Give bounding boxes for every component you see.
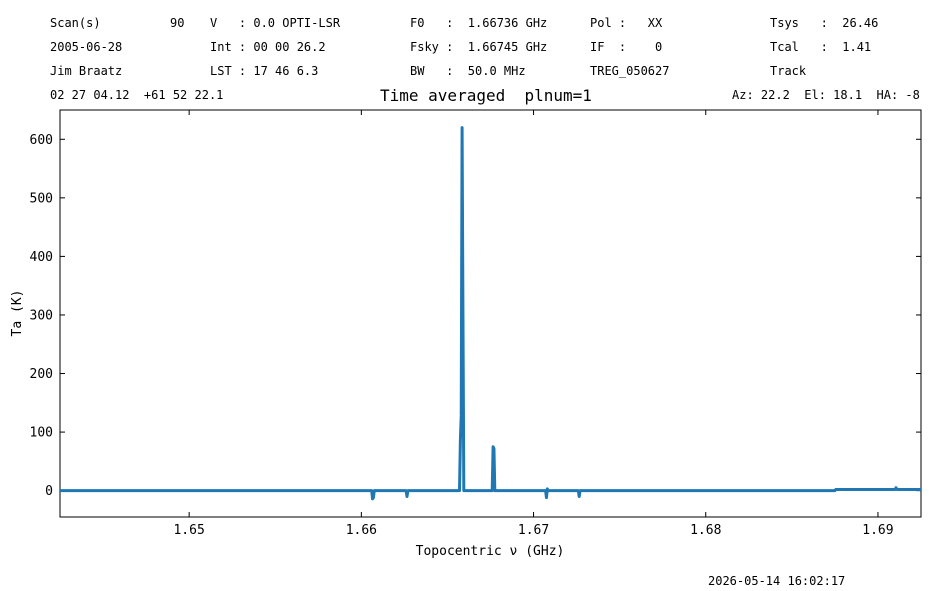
header-mode: Track	[770, 64, 807, 78]
header-f0: F0 : 1.66736 GHz	[410, 16, 548, 30]
header-fsky: Fsky : 1.66745 GHz	[410, 40, 548, 54]
x-tick-label: 1.67	[518, 523, 549, 538]
header-project: TREG_050627	[590, 64, 670, 78]
header-azel: Az: 22.2 El: 18.1 HA: -8	[732, 88, 920, 102]
y-tick-label: 300	[30, 308, 53, 323]
header-lst: LST : 17 46 6.3	[210, 64, 319, 78]
header-bw: BW : 50.0 MHz	[410, 64, 526, 78]
x-tick-label: 1.69	[862, 523, 893, 538]
y-tick-label: 200	[30, 367, 53, 382]
series-group	[60, 126, 921, 501]
y-tick-label: 500	[30, 191, 53, 206]
header-scan-value: 90	[170, 16, 185, 30]
plot-frame	[59, 109, 922, 518]
y-tick-label: 100	[30, 426, 53, 441]
y-axis-label: Ta (K)	[10, 290, 25, 337]
y-tick-label: 600	[30, 133, 53, 148]
header-tsys: Tsys : 26.46	[770, 16, 879, 30]
x-tick-label: 1.68	[690, 523, 721, 538]
chart-title: Time averaged plnum=1	[380, 86, 592, 105]
spectrum-chart: 1.65 1.66 1.67 1.68 1.69 0 100 200 300 400 500 600…	[10, 109, 922, 559]
y-tick-label: 0	[45, 484, 53, 499]
header-scan-label: Scan(s)	[50, 16, 101, 30]
timestamp: 2026-05-14 16:02:17	[708, 574, 846, 588]
y-tick-label: 400	[30, 250, 53, 265]
x-tick-label: 1.65	[173, 523, 204, 538]
x-tick-label: 1.66	[346, 523, 377, 538]
header-velocity: V : 0.0 OPTI-LSR	[210, 16, 341, 30]
header-date: 2005-06-28	[50, 40, 123, 54]
y-axis-ticks: 0 100 200 300 400 500 600	[30, 133, 921, 499]
header-observer: Jim Braatz	[50, 64, 123, 78]
x-axis-label: Topocentric ν (GHz)	[416, 544, 565, 559]
header-if: IF : 0	[590, 40, 663, 54]
header-pol: Pol : XX	[590, 16, 663, 30]
x-axis-ticks: 1.65 1.66 1.67 1.68 1.69	[173, 110, 894, 538]
header-coords: 02 27 04.12 +61 52 22.1	[50, 88, 224, 102]
spectrum-series-line	[60, 126, 921, 501]
header-int: Int : 00 00 26.2	[210, 40, 326, 54]
header-tcal: Tcal : 1.41	[770, 40, 872, 54]
